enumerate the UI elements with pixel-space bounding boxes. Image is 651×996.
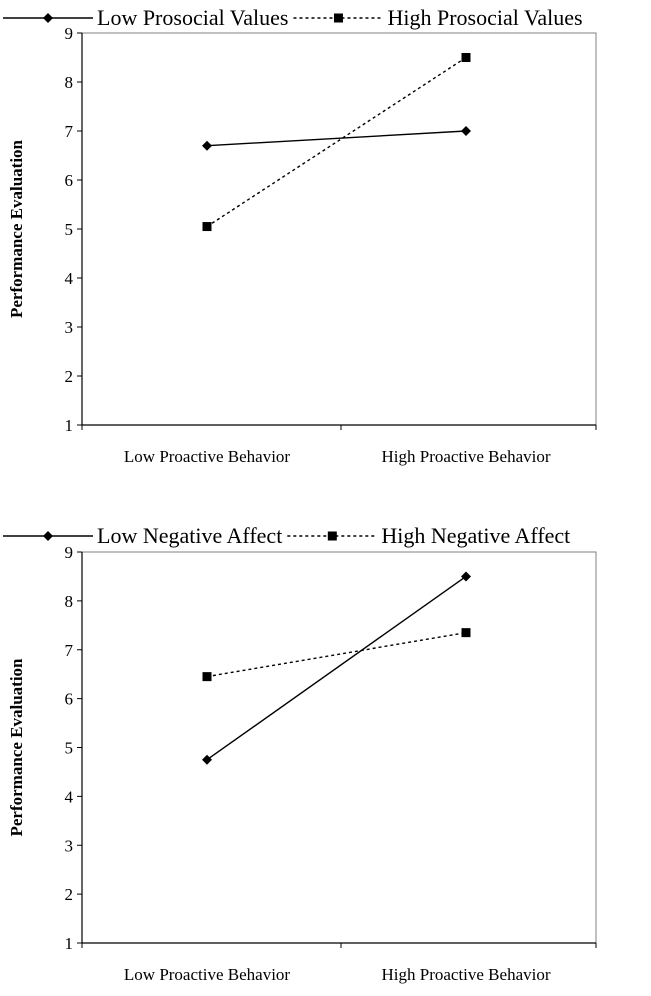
series-line-1-1 [206,130,467,147]
y-tick-label-2-5: 5 [65,739,74,758]
legend-item-2-1: Low Negative Affect [3,523,282,548]
y-tick-label-1-3: 3 [65,318,74,337]
data-point-1-2-1 [202,222,212,232]
data-point-1-2-2 [461,53,471,62]
series-line-2-2 [206,631,467,678]
data-point-1-1-1 [202,140,212,151]
legend-label-2-2: High Negative Affect [381,523,570,548]
data-point-2-1-2 [461,571,471,582]
x-category-label-1-2: High Proactive Behavior [381,447,550,466]
legend-marker-2-2 [327,531,337,541]
y-tick-label-1-8: 8 [65,73,74,92]
y-tick-label-1-4: 4 [65,269,74,288]
x-category-label-1-1: Low Proactive Behavior [124,447,291,466]
legend-1: Low Prosocial Values High Prosocial Value… [3,5,583,30]
plot-frame-1 [81,32,597,426]
y-tick-label-1-5: 5 [65,220,74,239]
legend-label-1-1: Low Prosocial Values [97,5,288,30]
legend-marker-1-1 [43,13,53,23]
legend-item-1-1: Low Prosocial Values [3,5,288,30]
legend-marker-2-1 [43,531,53,541]
series-1-1 [202,126,471,151]
y-tick-label-1-7: 7 [65,122,74,141]
legend-marker-1-2 [333,13,343,23]
legend-label-2-1: Low Negative Affect [97,523,282,548]
data-point-2-2-1 [202,672,212,682]
legend-item-2-2: High Negative Affect [287,523,570,548]
legend-item-1-2: High Prosocial Values [293,5,583,30]
y-tick-label-1-6: 6 [65,171,74,190]
chart-2: Low Negative Affect High Negative Affect 1… [3,523,597,984]
y-tick-label-2-4: 4 [65,787,74,806]
y-tick-label-2-7: 7 [65,641,74,660]
y-axis-label-1: Performance Evaluation [7,139,26,318]
y-tick-label-1-1: 1 [65,416,74,435]
y-tick-label-1-2: 2 [65,367,74,386]
legend-2: Low Negative Affect High Negative Affect [3,523,570,548]
x-category-label-2-2: High Proactive Behavior [381,965,550,984]
legend-label-1-2: High Prosocial Values [387,5,582,30]
y-tick-label-2-9: 9 [65,543,74,562]
chart-1: Low Prosocial Values High Prosocial Value… [3,5,597,466]
data-point-2-2-2 [461,628,471,638]
series-2-1 [202,571,471,765]
y-tick-label-1-9: 9 [65,24,74,43]
series-line-1-2 [206,56,467,228]
y-tick-label-2-3: 3 [65,836,74,855]
y-tick-label-2-2: 2 [65,885,74,904]
y-axis-label-2: Performance Evaluation [7,658,26,837]
x-category-label-2-1: Low Proactive Behavior [124,965,291,984]
series-line-2-1 [206,575,467,761]
series-2-2 [202,628,471,682]
plot-frame-2 [81,551,597,944]
y-tick-label-2-1: 1 [65,934,74,953]
y-tick-label-2-8: 8 [65,592,74,611]
data-point-1-1-2 [461,126,471,136]
y-tick-label-2-6: 6 [65,690,74,709]
series-1-2 [202,53,471,232]
data-point-2-1-1 [202,754,212,765]
